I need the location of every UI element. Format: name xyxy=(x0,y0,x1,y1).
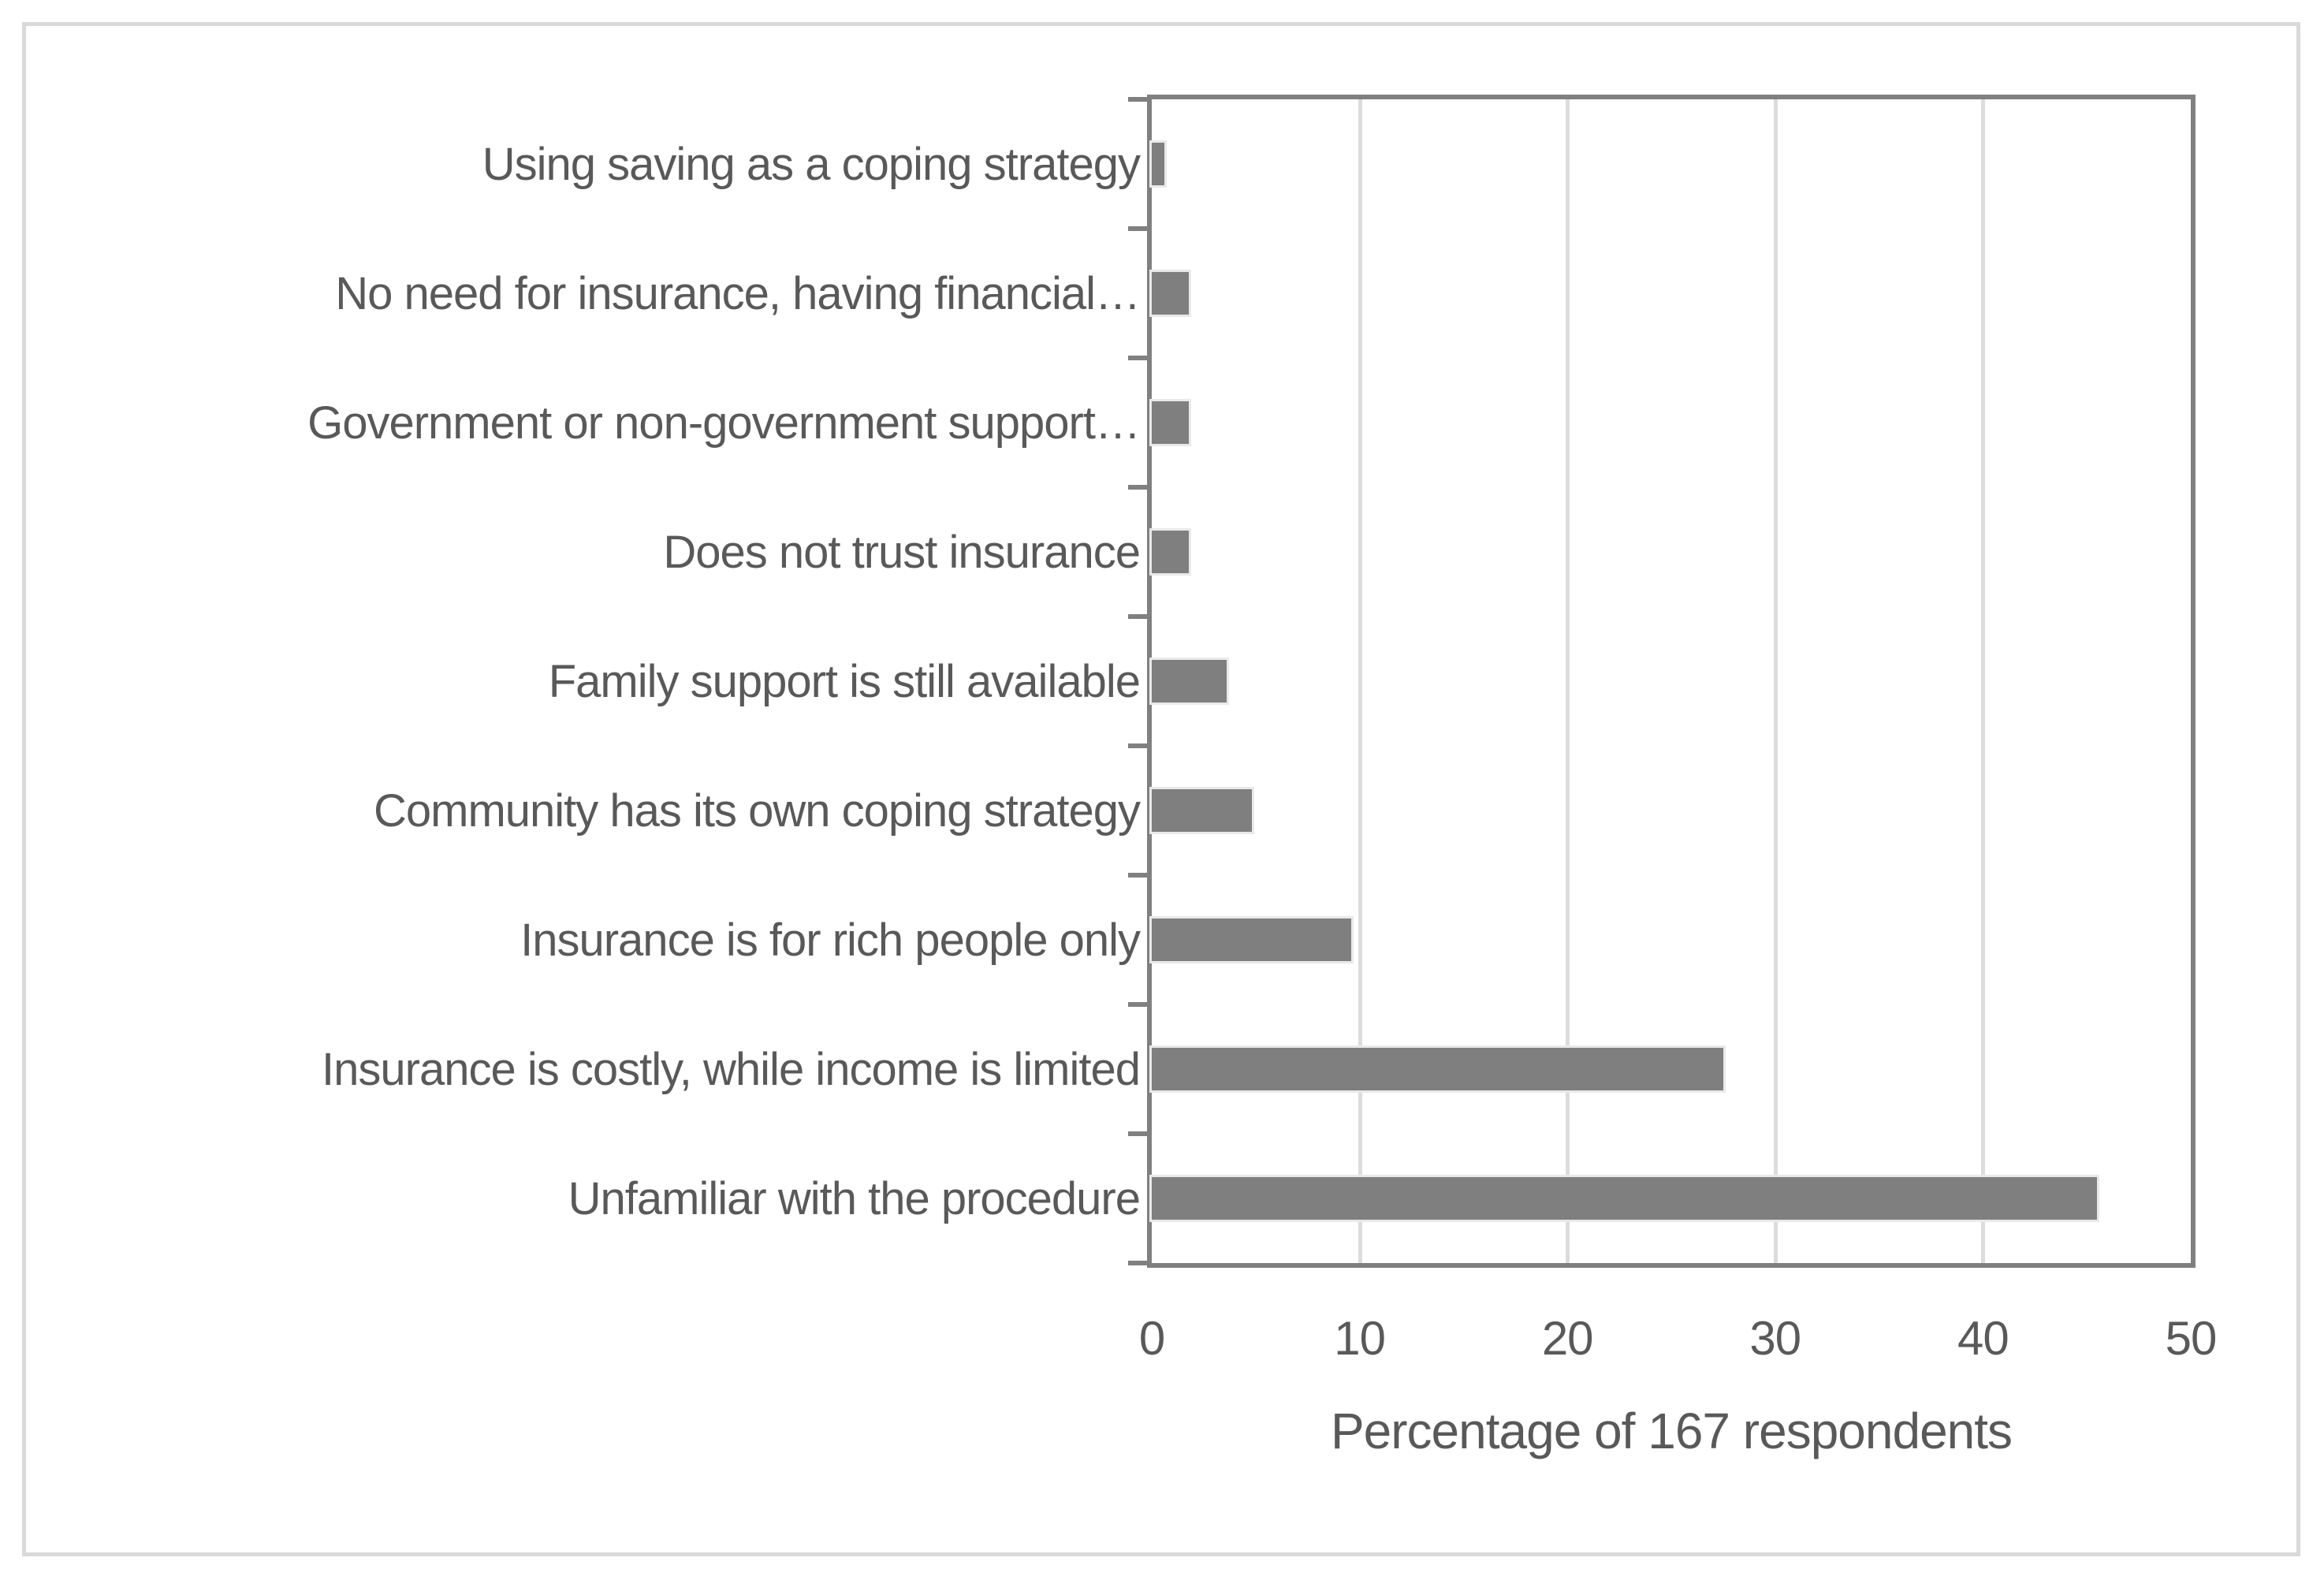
y-axis-tick xyxy=(1128,743,1148,748)
x-tick-label: 20 xyxy=(1541,1312,1594,1365)
bar xyxy=(1152,401,1190,445)
y-axis-tick xyxy=(1128,1002,1148,1007)
y-axis-tick xyxy=(1128,1131,1148,1136)
x-tick-label: 0 xyxy=(1138,1312,1165,1365)
gridline xyxy=(1981,99,1986,1263)
category-label: Unfamiliar with the procedure xyxy=(568,1172,1141,1224)
y-axis-tick xyxy=(1128,485,1148,490)
bar xyxy=(1152,918,1352,962)
category-label: No need for insurance, having financial… xyxy=(335,267,1141,319)
y-axis-tick xyxy=(1128,873,1148,878)
y-axis-tick xyxy=(1128,1261,1148,1265)
x-axis-title: Percentage of 167 respondents xyxy=(1330,1403,2013,1459)
category-label: Does not trust insurance xyxy=(663,526,1141,578)
bar xyxy=(1152,659,1227,703)
plot-area xyxy=(1128,95,2196,1268)
bar xyxy=(1152,1047,1723,1091)
gridline xyxy=(1566,99,1570,1263)
bar xyxy=(1152,142,1164,186)
category-label: Family support is still available xyxy=(548,655,1141,707)
category-label: Community has its own coping strategy xyxy=(374,784,1141,837)
x-tick-label: 40 xyxy=(1957,1312,2009,1365)
y-axis-tick xyxy=(1128,97,1148,102)
y-axis-tick xyxy=(1128,226,1148,231)
category-label: Using saving as a coping strategy xyxy=(482,138,1141,190)
x-tick-label: 30 xyxy=(1749,1312,1801,1365)
bar xyxy=(1152,271,1190,315)
y-axis-tick xyxy=(1128,614,1148,619)
bar xyxy=(1152,530,1190,574)
bar xyxy=(1152,1176,2098,1220)
bar xyxy=(1152,788,1252,833)
x-axis-tick-labels: 0 10 20 30 40 50 xyxy=(1139,1299,2218,1378)
gridline xyxy=(1358,99,1362,1263)
category-axis-labels: Using saving as a coping strategy No need… xyxy=(32,99,1141,1263)
gridline xyxy=(1773,99,1778,1263)
y-axis-tick xyxy=(1128,356,1148,360)
plot-inner xyxy=(1128,97,2191,1265)
category-label: Insurance is for rich people only xyxy=(520,914,1141,966)
category-label: Insurance is costly, while income is lim… xyxy=(322,1043,1141,1095)
category-label: Government or non-government support… xyxy=(307,397,1141,449)
x-tick-label: 10 xyxy=(1334,1312,1386,1365)
x-tick-label: 50 xyxy=(2165,1312,2218,1365)
